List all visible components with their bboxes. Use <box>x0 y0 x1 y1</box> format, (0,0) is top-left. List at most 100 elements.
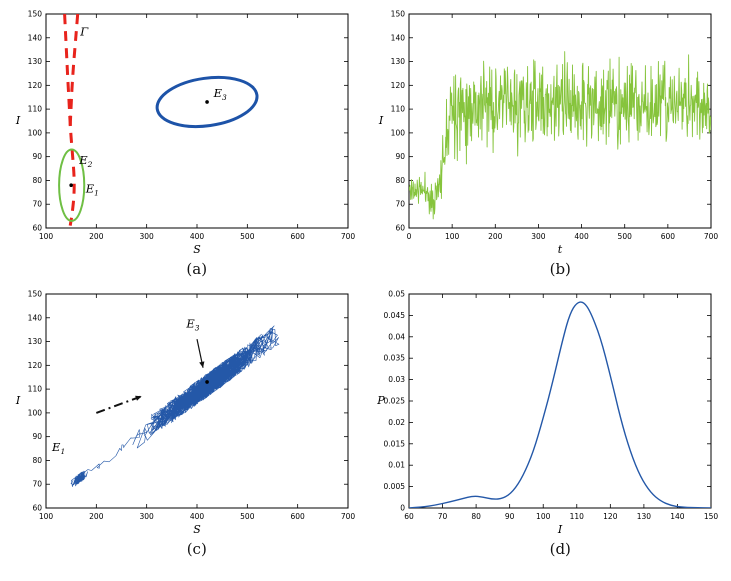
phase-plane-deterministic-chart: 100 200 300 400 500 600 700 60 70 80 90 100 110 120 13… <box>5 6 362 258</box>
svg-text:0.05: 0.05 <box>389 290 406 299</box>
svg-text:E1: E1 <box>85 181 99 197</box>
svg-text:90: 90 <box>32 152 42 161</box>
svg-text:120: 120 <box>391 81 406 90</box>
svg-text:60: 60 <box>32 504 42 513</box>
svg-text:80: 80 <box>472 512 482 521</box>
svg-text:130: 130 <box>27 337 42 346</box>
figure-panel-grid: 100 200 300 400 500 600 700 60 70 80 90 100 110 120 13… <box>5 6 726 560</box>
svg-text:I: I <box>557 523 563 536</box>
svg-text:t: t <box>558 243 563 256</box>
svg-text:140: 140 <box>671 512 686 521</box>
svg-text:130: 130 <box>637 512 652 521</box>
svg-text:70: 70 <box>396 200 406 209</box>
svg-text:140: 140 <box>27 313 42 322</box>
svg-text:0.025: 0.025 <box>384 397 406 406</box>
svg-text:100: 100 <box>391 128 406 137</box>
svg-text:E3: E3 <box>185 316 199 332</box>
svg-text:110: 110 <box>570 512 585 521</box>
svg-text:150: 150 <box>27 10 42 19</box>
panel-d: 60 70 80 90 100 110 120 130 140 150 0 0.005 0.01 0.01… <box>369 286 726 560</box>
svg-text:300: 300 <box>139 232 154 241</box>
stochastic-phase-portrait-chart: 100 200 300 400 500 600 700 60 70 80 90 100 110 120 13… <box>5 286 362 538</box>
svg-text:0.04: 0.04 <box>389 332 406 341</box>
svg-text:100: 100 <box>445 232 460 241</box>
svg-text:0: 0 <box>400 504 405 513</box>
svg-text:100: 100 <box>39 232 54 241</box>
svg-text:700: 700 <box>704 232 719 241</box>
svg-text:90: 90 <box>32 432 42 441</box>
svg-text:P: P <box>377 394 386 407</box>
svg-text:100: 100 <box>27 408 42 417</box>
svg-text:110: 110 <box>391 105 406 114</box>
svg-text:150: 150 <box>27 290 42 299</box>
svg-text:E1: E1 <box>51 440 65 456</box>
svg-text:80: 80 <box>32 176 42 185</box>
probability-density-chart: 60 70 80 90 100 110 120 130 140 150 0 0.005 0.01 0.01… <box>369 286 726 538</box>
svg-text:130: 130 <box>391 57 406 66</box>
panel-c: 100 200 300 400 500 600 700 60 70 80 90 100 110 120 13… <box>5 286 362 560</box>
svg-text:700: 700 <box>341 232 356 241</box>
svg-text:0.01: 0.01 <box>389 461 406 470</box>
svg-text:120: 120 <box>603 512 618 521</box>
svg-text:90: 90 <box>396 152 406 161</box>
svg-text:140: 140 <box>27 33 42 42</box>
svg-text:110: 110 <box>27 105 42 114</box>
svg-text:0.03: 0.03 <box>389 375 406 384</box>
svg-text:80: 80 <box>396 176 406 185</box>
time-series-chart: 0 100 200 300 400 500 600 700 60 70 80 90 100 110 120 1… <box>369 6 726 258</box>
svg-text:0.035: 0.035 <box>384 354 406 363</box>
svg-text:600: 600 <box>290 512 305 521</box>
svg-text:600: 600 <box>661 232 676 241</box>
svg-text:600: 600 <box>290 232 305 241</box>
svg-text:500: 500 <box>240 512 255 521</box>
svg-text:110: 110 <box>27 385 42 394</box>
svg-text:200: 200 <box>89 232 104 241</box>
svg-text:100: 100 <box>536 512 551 521</box>
svg-text:140: 140 <box>391 33 406 42</box>
svg-text:0.02: 0.02 <box>389 418 406 427</box>
svg-text:700: 700 <box>341 512 356 521</box>
caption-c: (c) <box>186 540 207 558</box>
svg-text:150: 150 <box>391 10 406 19</box>
svg-text:130: 130 <box>27 57 42 66</box>
svg-text:70: 70 <box>32 200 42 209</box>
svg-text:400: 400 <box>575 232 590 241</box>
svg-text:70: 70 <box>438 512 448 521</box>
svg-text:60: 60 <box>32 224 42 233</box>
panel-b: 0 100 200 300 400 500 600 700 60 70 80 90 100 110 120 1… <box>369 6 726 280</box>
svg-text:0.045: 0.045 <box>384 311 406 320</box>
svg-text:200: 200 <box>89 512 104 521</box>
svg-text:80: 80 <box>32 456 42 465</box>
svg-text:S: S <box>193 523 201 536</box>
svg-text:E2: E2 <box>78 153 92 169</box>
svg-text:400: 400 <box>190 512 205 521</box>
svg-text:300: 300 <box>139 512 154 521</box>
svg-text:0: 0 <box>407 232 412 241</box>
svg-text:I: I <box>15 394 21 407</box>
svg-text:I: I <box>378 114 384 127</box>
svg-text:120: 120 <box>27 81 42 90</box>
svg-text:500: 500 <box>240 232 255 241</box>
svg-text:Γ: Γ <box>79 24 89 38</box>
svg-text:0.005: 0.005 <box>384 482 406 491</box>
svg-text:90: 90 <box>505 512 515 521</box>
svg-text:60: 60 <box>396 224 406 233</box>
svg-text:S: S <box>193 243 201 256</box>
svg-text:300: 300 <box>532 232 547 241</box>
caption-d: (d) <box>549 540 571 558</box>
svg-text:100: 100 <box>39 512 54 521</box>
caption-b: (b) <box>549 260 571 278</box>
svg-text:70: 70 <box>32 480 42 489</box>
svg-text:60: 60 <box>404 512 414 521</box>
svg-text:I: I <box>15 114 21 127</box>
svg-text:0.015: 0.015 <box>384 439 406 448</box>
svg-text:150: 150 <box>704 512 719 521</box>
svg-text:500: 500 <box>618 232 633 241</box>
svg-text:400: 400 <box>190 232 205 241</box>
panel-a: 100 200 300 400 500 600 700 60 70 80 90 100 110 120 13… <box>5 6 362 280</box>
svg-text:E3: E3 <box>212 86 226 102</box>
svg-text:120: 120 <box>27 361 42 370</box>
svg-text:200: 200 <box>488 232 503 241</box>
caption-a: (a) <box>186 260 208 278</box>
svg-text:100: 100 <box>27 128 42 137</box>
